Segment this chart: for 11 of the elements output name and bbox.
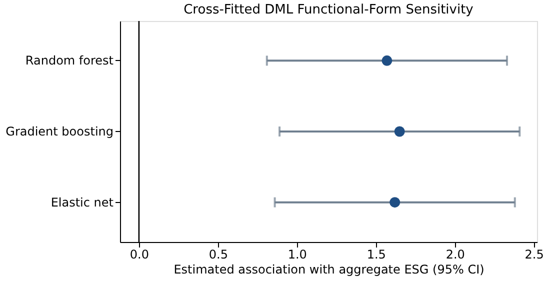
x-axis-title: Estimated association with aggregate ESG (95% CI) [174, 262, 484, 276]
x-tick-label: 1.0 [288, 248, 307, 262]
chart-title: Cross-Fitted DML Functional-Form Sensitivity [184, 2, 474, 18]
y-tick-label: Random forest [25, 54, 114, 68]
x-tick-label: 0.0 [130, 248, 149, 262]
x-tick-label: 2.0 [446, 248, 465, 262]
y-tick-label: Elastic net [50, 195, 114, 210]
x-tick-label: 1.5 [366, 248, 386, 262]
y-tick-label: Gradient boosting [6, 124, 114, 138]
x-tick-label: 0.5 [208, 248, 228, 262]
x-tick-label: 2.5 [524, 248, 544, 262]
